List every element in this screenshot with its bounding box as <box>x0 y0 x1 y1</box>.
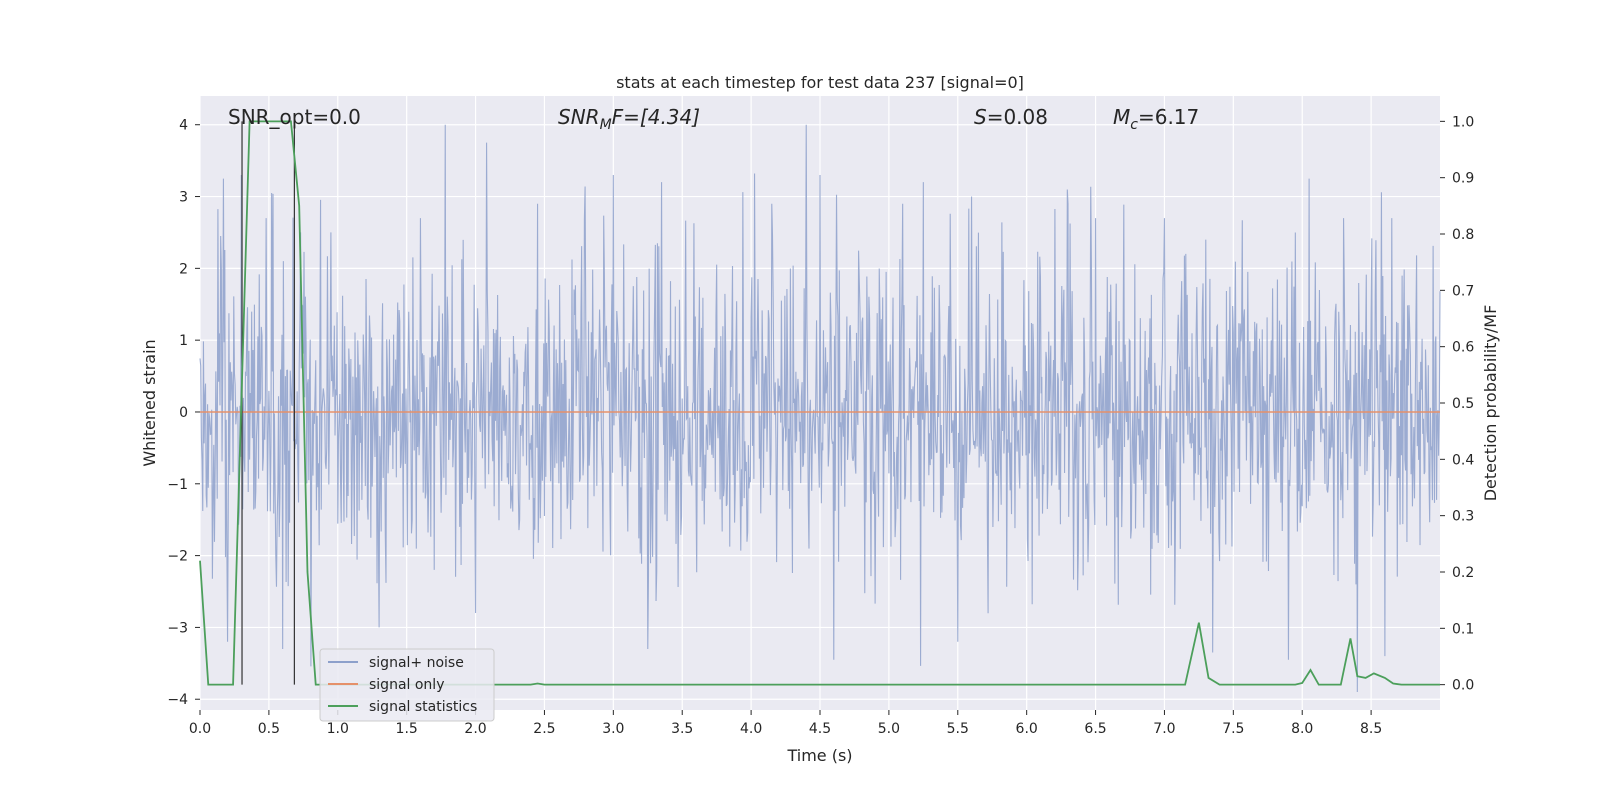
y-axis-ticks: 4 3 2 1 0 −1 −2 −3 −4 <box>167 118 200 708</box>
y2-tick-label-10: 0.0 <box>1452 678 1474 694</box>
y-tick-label-0: 4 <box>179 118 188 134</box>
x-tick-label-3: 1.5 <box>396 721 418 737</box>
x-tick-label-17: 8.5 <box>1360 721 1382 737</box>
x-tick-label-5: 2.5 <box>533 721 555 737</box>
x-tick-label-9: 4.5 <box>809 721 831 737</box>
annotation-mc: Mc=6.17 <box>1113 105 1199 133</box>
x-tick-label-13: 6.5 <box>1084 721 1106 737</box>
y-tick-label-3: 1 <box>179 333 188 349</box>
y2-tick-label-9: 0.1 <box>1452 621 1474 637</box>
y2-tick-label-5: 0.5 <box>1452 396 1474 412</box>
annotation-snr-opt: SNR_opt=0.0 <box>228 105 361 129</box>
x-tick-label-10: 5.0 <box>878 721 900 737</box>
y2-tick-label-3: 0.7 <box>1452 283 1474 299</box>
x-tick-label-8: 4.0 <box>740 721 762 737</box>
annotation-s: S=0.08 <box>974 105 1048 129</box>
series-signal-statistics <box>199 120 1440 686</box>
legend-label-signal-noise: signal+ noise <box>369 655 464 671</box>
x-tick-label-12: 6.0 <box>1016 721 1038 737</box>
x-tick-label-7: 3.5 <box>671 721 693 737</box>
annotation-snr-mf: SNRMF=[4.34] <box>558 105 700 133</box>
y-tick-label-7: −3 <box>167 620 188 636</box>
x-tick-label-6: 3.0 <box>602 721 624 737</box>
x-axis-title: Time (s) <box>786 746 852 765</box>
y-tick-label-6: −2 <box>167 549 188 565</box>
y2-axis-ticks: 1.0 0.9 0.8 0.7 0.6 0.5 0.4 0.3 0.2 0.1 0.0 <box>1440 114 1474 694</box>
y-axis-title: Whitened strain <box>140 339 159 466</box>
x-axis-ticks: 0.0 0.5 1.0 1.5 2.0 2.5 3.0 3.5 4.0 4.5 5.0 5.5 6.0 6… <box>189 710 1382 737</box>
signal-noise-trace <box>199 124 1441 693</box>
series-signal-noise <box>199 124 1441 693</box>
legend-box <box>319 648 495 722</box>
y-tick-label-4: 0 <box>179 405 188 421</box>
legend-label-signal-statistics: signal statistics <box>369 699 477 715</box>
legend: signal+ noise signal only signal statist… <box>319 648 495 722</box>
chart-title: stats at each timestep for test data 237… <box>616 73 1024 92</box>
y-tick-label-5: −1 <box>167 477 188 493</box>
x-tick-label-14: 7.0 <box>1153 721 1175 737</box>
x-tick-label-16: 8.0 <box>1291 721 1313 737</box>
y2-tick-label-7: 0.3 <box>1452 509 1474 525</box>
legend-label-signal-only: signal only <box>369 677 444 693</box>
y-tick-label-2: 2 <box>179 261 188 277</box>
y2-tick-label-6: 0.4 <box>1452 452 1474 468</box>
y2-tick-label-1: 0.9 <box>1452 171 1474 187</box>
y-tick-label-1: 3 <box>179 190 188 206</box>
y2-tick-label-8: 0.2 <box>1452 565 1474 581</box>
x-tick-label-4: 2.0 <box>464 721 486 737</box>
y2-tick-label-2: 0.8 <box>1452 227 1474 243</box>
x-tick-label-2: 1.0 <box>327 721 349 737</box>
y2-tick-label-4: 0.6 <box>1452 340 1474 356</box>
x-tick-label-1: 0.5 <box>258 721 280 737</box>
x-tick-label-0: 0.0 <box>189 721 211 737</box>
x-tick-label-15: 7.5 <box>1222 721 1244 737</box>
y-tick-label-8: −4 <box>167 692 188 708</box>
y2-axis-title: Detection probability/MF <box>1481 305 1500 502</box>
x-tick-label-11: 5.5 <box>947 721 969 737</box>
y2-tick-label-0: 1.0 <box>1452 114 1474 130</box>
